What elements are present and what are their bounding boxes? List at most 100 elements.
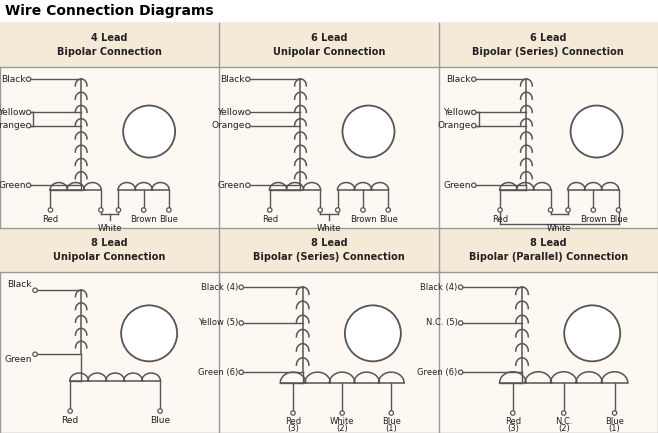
Text: 4 Lead
Bipolar Connection: 4 Lead Bipolar Connection (57, 33, 162, 57)
Bar (439, 23, 658, 67)
Circle shape (342, 106, 395, 158)
Circle shape (613, 411, 617, 415)
Text: Green: Green (217, 181, 245, 190)
Circle shape (68, 409, 72, 413)
Text: (2): (2) (558, 424, 570, 433)
Circle shape (141, 208, 146, 212)
Text: Orange: Orange (0, 121, 26, 130)
Text: (1): (1) (609, 424, 620, 433)
Text: 8 Lead
Unipolar Connection: 8 Lead Unipolar Connection (53, 238, 166, 262)
Text: Black (4): Black (4) (201, 283, 238, 292)
Bar (219, 23, 439, 67)
Circle shape (99, 208, 103, 212)
Text: Red: Red (285, 417, 301, 426)
Circle shape (561, 411, 566, 415)
Bar (0, 23, 219, 67)
Circle shape (245, 110, 250, 115)
Circle shape (570, 106, 622, 158)
Circle shape (245, 123, 250, 128)
Text: Red: Red (62, 416, 79, 425)
Circle shape (472, 110, 476, 115)
Circle shape (158, 409, 163, 413)
Circle shape (548, 208, 553, 212)
Text: Blue: Blue (605, 417, 624, 426)
Text: Blue: Blue (159, 215, 178, 224)
Text: Black: Black (220, 75, 245, 84)
Circle shape (33, 288, 38, 292)
Circle shape (511, 411, 515, 415)
Text: Green: Green (443, 181, 470, 190)
Circle shape (617, 208, 620, 212)
Text: White: White (330, 417, 355, 426)
Text: (3): (3) (507, 424, 519, 433)
Circle shape (245, 183, 250, 187)
Circle shape (291, 411, 295, 415)
Text: White: White (547, 224, 572, 233)
Circle shape (245, 77, 250, 81)
Text: Orange: Orange (211, 121, 245, 130)
Text: Brown: Brown (349, 215, 376, 224)
Text: Red: Red (505, 417, 521, 426)
Text: Blue: Blue (379, 215, 397, 224)
Circle shape (389, 411, 393, 415)
Text: Black: Black (446, 75, 470, 84)
Text: (2): (2) (336, 424, 348, 433)
Circle shape (239, 285, 243, 289)
Circle shape (591, 208, 595, 212)
Circle shape (472, 123, 476, 128)
Text: N.C. (5): N.C. (5) (426, 318, 457, 327)
Text: Red: Red (262, 215, 278, 224)
Circle shape (566, 208, 570, 212)
Text: N.C.: N.C. (555, 417, 572, 426)
Text: Brown: Brown (130, 215, 157, 224)
Circle shape (239, 370, 243, 375)
Bar (439, 228, 658, 272)
Text: Yellow: Yellow (443, 108, 470, 117)
Text: Blue: Blue (609, 215, 628, 224)
Text: Green (6): Green (6) (198, 368, 238, 377)
Circle shape (33, 352, 38, 356)
Text: Blue: Blue (382, 417, 401, 426)
Text: 8 Lead
Bipolar (Series) Connection: 8 Lead Bipolar (Series) Connection (253, 238, 405, 262)
Text: Blue: Blue (150, 416, 170, 425)
Circle shape (116, 208, 120, 212)
Circle shape (121, 305, 177, 362)
Circle shape (564, 305, 620, 362)
Text: White: White (97, 224, 122, 233)
Text: Red: Red (492, 215, 508, 224)
Circle shape (498, 208, 502, 212)
Text: White: White (316, 224, 342, 233)
Circle shape (166, 208, 171, 212)
Text: Green (6): Green (6) (417, 368, 457, 377)
Text: Black (4): Black (4) (420, 283, 457, 292)
Circle shape (459, 370, 463, 375)
Circle shape (340, 411, 344, 415)
Text: 8 Lead
Bipolar (Parallel) Connection: 8 Lead Bipolar (Parallel) Connection (468, 238, 628, 262)
Circle shape (26, 183, 31, 187)
Text: Wire Connection Diagrams: Wire Connection Diagrams (5, 4, 214, 19)
Circle shape (336, 208, 340, 212)
Circle shape (26, 123, 31, 128)
Text: Black: Black (8, 280, 32, 289)
Circle shape (459, 285, 463, 289)
Text: Yellow: Yellow (0, 108, 26, 117)
Text: Orange: Orange (438, 121, 470, 130)
Circle shape (472, 183, 476, 187)
Circle shape (459, 321, 463, 325)
Circle shape (361, 208, 365, 212)
Circle shape (239, 321, 243, 325)
Circle shape (26, 77, 31, 81)
Text: Yellow: Yellow (217, 108, 245, 117)
Text: Black: Black (1, 75, 26, 84)
Text: Green: Green (5, 355, 32, 364)
Circle shape (123, 106, 175, 158)
Text: Yellow (5): Yellow (5) (198, 318, 238, 327)
Circle shape (386, 208, 390, 212)
Circle shape (318, 208, 322, 212)
Bar (219, 228, 439, 272)
Text: Red: Red (42, 215, 59, 224)
Circle shape (26, 110, 31, 115)
Text: (1): (1) (386, 424, 397, 433)
Text: Brown: Brown (580, 215, 607, 224)
Text: 6 Lead
Bipolar (Series) Connection: 6 Lead Bipolar (Series) Connection (472, 33, 624, 57)
